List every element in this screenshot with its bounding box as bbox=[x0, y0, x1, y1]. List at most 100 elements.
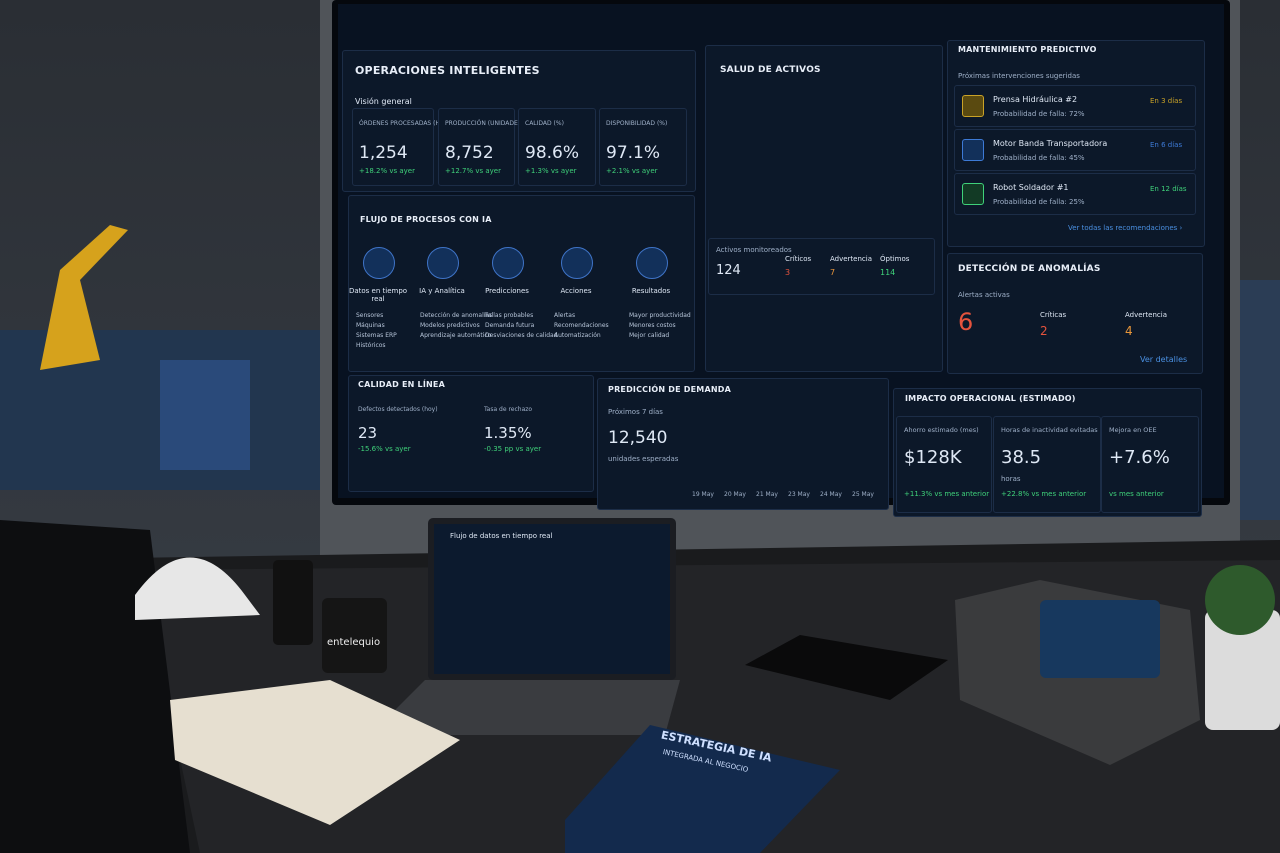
subtitle: Próximas intervenciones sugeridas bbox=[958, 72, 1080, 80]
metric-unit: horas bbox=[1001, 475, 1021, 483]
link: Ver detalles bbox=[1140, 355, 1188, 364]
metric-value: $128K bbox=[904, 447, 962, 468]
date-label: 20 May bbox=[724, 491, 746, 498]
kpi-delta: +2.1% vs ayer bbox=[606, 167, 658, 175]
level-label: Advertencia bbox=[1125, 311, 1168, 319]
item-icon bbox=[962, 139, 984, 161]
flow-panel bbox=[348, 195, 695, 372]
title: FLUJO DE PROCESOS CON IA bbox=[360, 215, 492, 224]
kpi-label: CALIDAD (%) bbox=[525, 120, 564, 127]
step-label: Acciones bbox=[560, 287, 592, 295]
step-label: IA y Analítica bbox=[419, 287, 465, 295]
kpi-card bbox=[438, 108, 515, 186]
step-label: Predicciones bbox=[485, 287, 529, 295]
quality-panel bbox=[348, 375, 594, 492]
step-item: Aprendizaje automático bbox=[420, 332, 492, 339]
item-name: Motor Banda Transportadora bbox=[993, 139, 1108, 148]
date-label: 24 May bbox=[820, 491, 842, 498]
step-icon bbox=[492, 247, 524, 279]
step-item: Mejor calidad bbox=[629, 332, 670, 339]
date-label: 25 May bbox=[852, 491, 874, 498]
value: 12,540 bbox=[608, 428, 668, 448]
metric-delta: +22.8% vs mes anterior bbox=[1001, 490, 1087, 498]
title: CALIDAD EN LÍNEA bbox=[358, 380, 445, 389]
step-icon bbox=[427, 247, 459, 279]
status-value: 3 bbox=[785, 268, 791, 277]
kpi-card bbox=[352, 108, 434, 186]
subtitle: Próximos 7 días bbox=[608, 408, 663, 416]
subtitle: Visión general bbox=[355, 97, 412, 106]
status-value: 114 bbox=[880, 268, 896, 277]
step-label: Resultados bbox=[631, 287, 671, 295]
metric-label: Mejora en OEE bbox=[1109, 426, 1157, 434]
unit: unidades esperadas bbox=[608, 455, 679, 463]
status-label: Óptimos bbox=[880, 255, 910, 263]
metric-label: Tasa de rechazo bbox=[484, 406, 533, 413]
kpi-label: PRODUCCIÓN (UNIDADES) bbox=[445, 120, 524, 127]
step-item: Máquinas bbox=[356, 322, 385, 329]
kpi-value: 97.1% bbox=[606, 143, 661, 163]
step-icon bbox=[561, 247, 593, 279]
step-item: Mayor productividad bbox=[629, 312, 691, 319]
metric-value: 1.35% bbox=[484, 424, 532, 442]
maintenance-item bbox=[954, 129, 1196, 171]
item-name: Prensa Hidráulica #2 bbox=[993, 95, 1078, 104]
step-item: Recomendaciones bbox=[554, 322, 609, 329]
kpi-label: ÓRDENES PROCESADAS (HOY) bbox=[359, 120, 451, 127]
item-name: Robot Soldador #1 bbox=[993, 183, 1069, 192]
maintenance-item bbox=[954, 85, 1196, 127]
level-label: Críticas bbox=[1040, 311, 1067, 319]
title: DETECCIÓN DE ANOMALÍAS bbox=[958, 264, 1101, 274]
step-icon bbox=[636, 247, 668, 279]
step-label: Datos en tiempo real bbox=[348, 287, 408, 303]
item-probability: Probabilidad de falla: 45% bbox=[993, 154, 1085, 162]
mug-brand: entelequio bbox=[327, 637, 381, 648]
impact-card bbox=[993, 416, 1101, 513]
step-icon bbox=[363, 247, 395, 279]
kpi-card bbox=[518, 108, 596, 186]
metric-label: Ahorro estimado (mes) bbox=[904, 426, 979, 434]
status-label: Críticos bbox=[785, 255, 812, 263]
step-item: Detección de anomalías bbox=[420, 312, 493, 319]
laptop-title: Flujo de datos en tiempo real bbox=[450, 532, 553, 540]
assets-panel bbox=[705, 45, 943, 372]
step-item: Modelos predictivos bbox=[420, 322, 480, 329]
kpi-label: DISPONIBILIDAD (%) bbox=[606, 120, 668, 127]
value: 124 bbox=[716, 263, 741, 278]
link: Ver todas las recomendaciones › bbox=[1068, 224, 1183, 232]
metric-value: 38.5 bbox=[1001, 447, 1042, 468]
title: SALUD DE ACTIVOS bbox=[720, 65, 821, 75]
status-label: Advertencia bbox=[830, 255, 873, 263]
level-value: 2 bbox=[1040, 324, 1048, 338]
subtitle: Alertas activas bbox=[958, 291, 1010, 299]
kpi-delta: +18.2% vs ayer bbox=[359, 167, 415, 175]
step-item: Demanda futura bbox=[485, 322, 535, 329]
item-eta: En 12 días bbox=[1150, 185, 1187, 193]
total: 6 bbox=[958, 308, 974, 336]
item-eta: En 3 días bbox=[1150, 97, 1183, 105]
step-item: Sensores bbox=[356, 312, 384, 319]
kpi-value: 98.6% bbox=[525, 143, 580, 163]
kpi-value: 1,254 bbox=[359, 143, 408, 163]
title: OPERACIONES INTELIGENTES bbox=[355, 64, 540, 77]
step-item: Alertas bbox=[554, 312, 576, 319]
item-probability: Probabilidad de falla: 72% bbox=[993, 110, 1085, 118]
item-icon bbox=[962, 183, 984, 205]
metric-delta: vs mes anterior bbox=[1109, 490, 1164, 498]
title: MANTENIMIENTO PREDICTIVO bbox=[958, 45, 1097, 54]
impact-card bbox=[1101, 416, 1199, 513]
status-value: 7 bbox=[830, 268, 836, 277]
kpi-value: 8,752 bbox=[445, 143, 494, 163]
kpi-delta: +1.3% vs ayer bbox=[525, 167, 577, 175]
kpi-card bbox=[599, 108, 687, 186]
metric-label: Defectos detectados (hoy) bbox=[358, 406, 438, 413]
date-label: 23 May bbox=[788, 491, 810, 498]
impact-card bbox=[896, 416, 992, 513]
level-value: 4 bbox=[1125, 324, 1133, 338]
step-item: Sistemas ERP bbox=[356, 332, 397, 339]
date-label: 21 May bbox=[756, 491, 778, 498]
step-item: Fallas probables bbox=[485, 312, 534, 319]
item-probability: Probabilidad de falla: 25% bbox=[993, 198, 1085, 206]
step-item: Menores costos bbox=[629, 322, 676, 329]
